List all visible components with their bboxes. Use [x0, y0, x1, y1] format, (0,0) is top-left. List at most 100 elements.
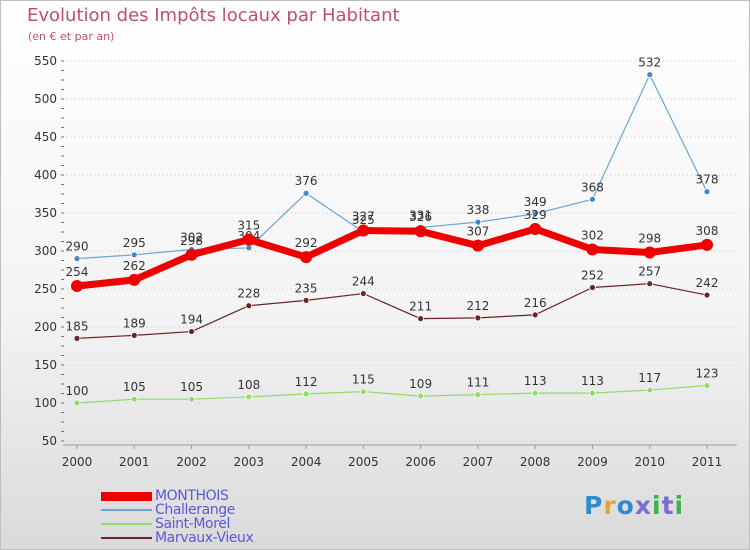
- legend-swatch-monthois: [101, 491, 152, 501]
- x-tick-label: 2010: [634, 455, 665, 469]
- data-label-marvaux-vieux: 211: [409, 300, 432, 314]
- legend-swatch-marvaux-vieux: [101, 537, 152, 539]
- data-label-challerange: 376: [295, 174, 318, 188]
- data-label-challerange: 349: [524, 195, 547, 209]
- data-label-saint-morel: 105: [180, 380, 203, 394]
- data-point-saint-morel: [302, 390, 310, 398]
- data-point-saint-morel: [474, 391, 482, 399]
- data-label-monthois: 329: [524, 208, 547, 222]
- data-point-challerange: [531, 210, 539, 218]
- data-point-saint-morel: [646, 386, 654, 394]
- data-label-saint-morel: 115: [352, 373, 375, 387]
- legend-label-marvaux-vieux: Marvaux-Vieux: [155, 530, 254, 546]
- data-label-saint-morel: 109: [409, 377, 432, 391]
- x-tick-label: 2003: [234, 455, 265, 469]
- x-tick-label: 2007: [463, 455, 494, 469]
- data-point-monthois: [471, 239, 484, 252]
- data-point-monthois: [71, 279, 83, 292]
- data-label-monthois: 254: [66, 265, 89, 279]
- data-point-monthois: [128, 273, 141, 286]
- series-line-monthois: [73, 225, 711, 290]
- data-label-challerange: 368: [581, 180, 604, 194]
- chart-subtitle: (en € et par an): [28, 30, 115, 43]
- data-label-marvaux-vieux: 189: [123, 316, 146, 330]
- data-point-challerange: [73, 255, 81, 263]
- y-tick-label: 150: [34, 358, 57, 372]
- data-label-challerange: 331: [409, 208, 432, 222]
- data-point-monthois: [701, 238, 713, 251]
- data-point-challerange: [245, 244, 253, 252]
- x-tick-label: 2009: [577, 455, 608, 469]
- data-point-challerange: [589, 195, 596, 203]
- y-tick-label: 550: [34, 54, 57, 68]
- legend-swatch-challerange: [101, 509, 152, 511]
- x-tick-label: 2008: [520, 455, 551, 469]
- data-point-marvaux-vieux: [474, 314, 482, 322]
- y-tick-label: 500: [34, 92, 57, 106]
- data-point-challerange: [302, 189, 310, 197]
- legend-item-marvaux-vieux: Marvaux-Vieux: [101, 530, 254, 546]
- data-label-marvaux-vieux: 244: [352, 275, 375, 289]
- series-line-marvaux-vieux: [76, 283, 708, 339]
- legend-label-saint-morel: Saint-Morel: [155, 516, 230, 532]
- legend-label-monthois: MONTHOIS: [155, 488, 229, 504]
- x-tick-label: 2005: [348, 455, 379, 469]
- logo-letter: o: [616, 491, 635, 520]
- data-label-marvaux-vieux: 216: [524, 296, 547, 310]
- data-label-challerange: 290: [66, 240, 89, 254]
- data-label-saint-morel: 105: [123, 380, 146, 394]
- data-point-marvaux-vieux: [245, 302, 253, 310]
- y-tick-label: 250: [34, 282, 57, 296]
- data-label-challerange: 325: [352, 213, 375, 227]
- data-point-challerange: [646, 71, 654, 79]
- y-tick-label: 450: [34, 130, 57, 144]
- data-label-saint-morel: 117: [638, 371, 661, 385]
- data-label-monthois: 298: [638, 232, 661, 246]
- data-label-saint-morel: 113: [524, 374, 547, 388]
- legend-label-challerange: Challerange: [155, 502, 235, 518]
- y-tick-label: 50: [42, 434, 57, 448]
- x-tick-label: 2001: [119, 455, 150, 469]
- y-tick-label: 400: [34, 168, 57, 182]
- data-point-marvaux-vieux: [130, 331, 138, 339]
- series-marvaux-vieux: 185 189 194 228 235 244 211 212 216 252 257 242: [66, 265, 719, 342]
- chart-title: Evolution des Impôts locaux par Habitant: [27, 5, 400, 26]
- data-point-saint-morel: [359, 388, 367, 396]
- logo-letter: i: [652, 491, 662, 520]
- data-label-marvaux-vieux: 257: [638, 265, 661, 279]
- data-point-monthois: [586, 243, 599, 256]
- data-point-saint-morel: [130, 395, 138, 403]
- legend-item-challerange: Challerange: [101, 502, 235, 518]
- data-point-marvaux-vieux: [302, 296, 310, 304]
- data-point-marvaux-vieux: [589, 284, 596, 291]
- x-tick-label: 2000: [62, 455, 93, 469]
- data-label-monthois: 298: [180, 234, 203, 248]
- data-label-marvaux-vieux: 228: [237, 287, 260, 301]
- data-point-monthois: [643, 246, 656, 259]
- logo-letter: i: [674, 491, 685, 520]
- x-tick-label: 2002: [176, 455, 207, 469]
- series-line-saint-morel: [76, 384, 708, 404]
- data-label-challerange: 378: [696, 173, 719, 187]
- data-label-saint-morel: 100: [66, 384, 89, 398]
- data-point-monthois: [300, 251, 313, 264]
- data-label-marvaux-vieux: 242: [696, 276, 719, 290]
- data-point-saint-morel: [245, 393, 253, 401]
- legend-item-monthois: MONTHOIS: [101, 488, 229, 504]
- data-point-marvaux-vieux: [703, 291, 711, 299]
- data-label-marvaux-vieux: 252: [581, 268, 604, 282]
- data-point-monthois: [414, 225, 427, 238]
- y-tick-label: 100: [34, 396, 57, 410]
- data-label-saint-morel: 112: [295, 375, 318, 389]
- data-label-marvaux-vieux: 212: [466, 299, 489, 313]
- logo-letter: r: [603, 491, 617, 520]
- data-label-monthois: 327: [352, 209, 375, 223]
- data-point-monthois: [529, 222, 542, 235]
- data-point-marvaux-vieux: [188, 328, 195, 335]
- data-label-challerange: 302: [180, 230, 203, 244]
- logo-letter: P: [584, 491, 604, 520]
- x-tick-label: 2011: [692, 455, 723, 469]
- data-point-marvaux-vieux: [359, 290, 367, 297]
